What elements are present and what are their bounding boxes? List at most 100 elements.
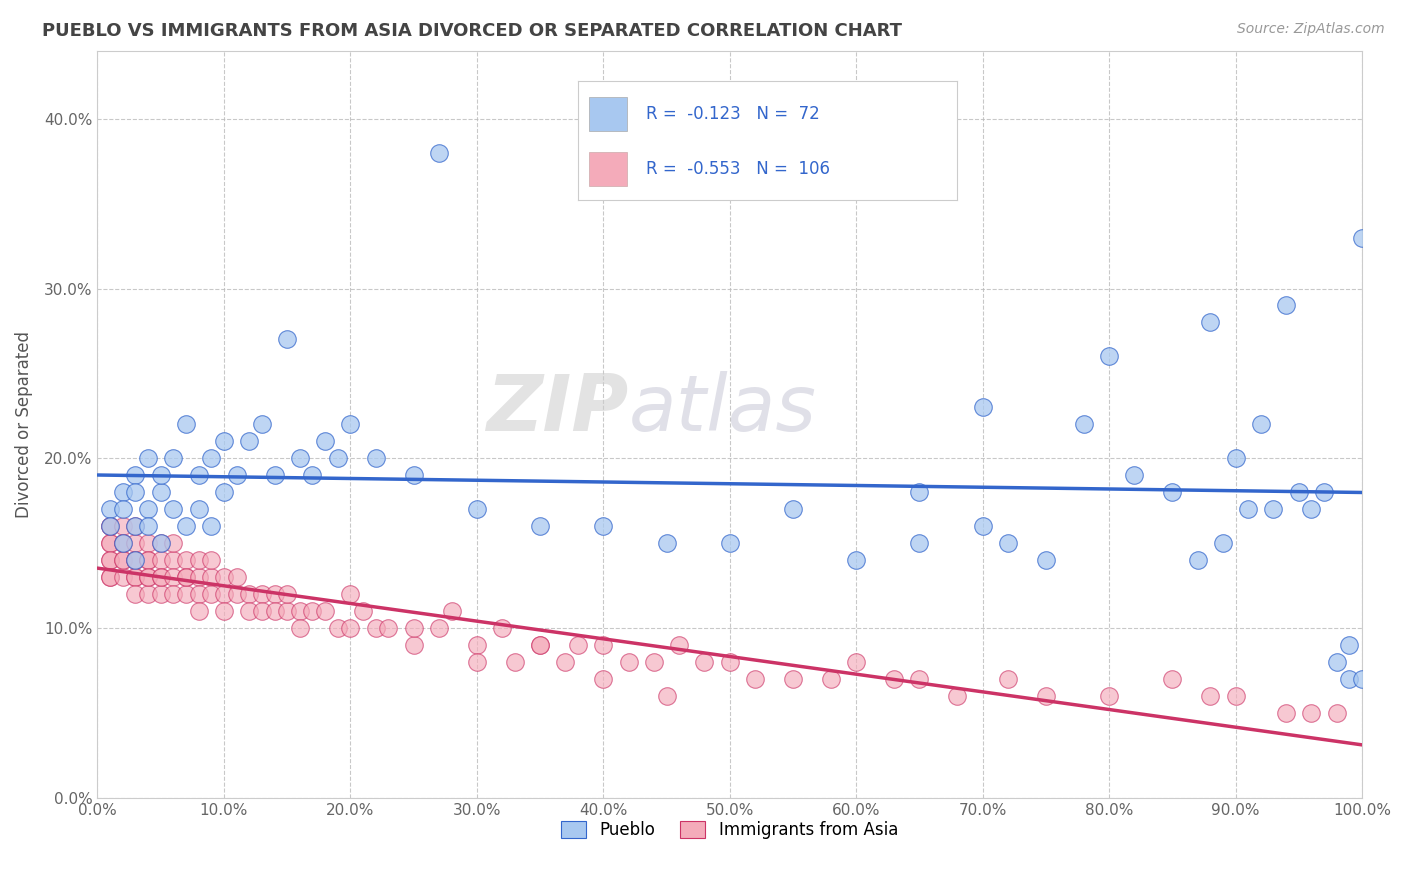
Point xyxy=(124,570,146,584)
Point xyxy=(655,690,678,704)
Point xyxy=(326,621,349,635)
Point xyxy=(491,621,513,635)
Point xyxy=(149,553,172,567)
Point xyxy=(567,638,589,652)
Point xyxy=(1339,672,1361,686)
Point xyxy=(111,536,134,550)
Point xyxy=(1313,485,1336,500)
Point xyxy=(339,587,361,601)
Point xyxy=(149,536,172,550)
Point xyxy=(124,553,146,567)
Point xyxy=(1187,553,1209,567)
Point xyxy=(225,570,247,584)
Point xyxy=(908,672,931,686)
Point xyxy=(529,519,551,533)
Point xyxy=(1288,485,1310,500)
Point xyxy=(883,672,905,686)
Point xyxy=(200,451,222,466)
Point xyxy=(212,434,235,449)
Point xyxy=(187,604,209,618)
Point xyxy=(1098,690,1121,704)
Point xyxy=(1237,502,1260,516)
Point xyxy=(136,536,159,550)
Point xyxy=(111,502,134,516)
Point xyxy=(98,536,121,550)
Point xyxy=(187,587,209,601)
Point xyxy=(1301,502,1323,516)
Point xyxy=(1339,638,1361,652)
Point xyxy=(111,570,134,584)
Point xyxy=(98,553,121,567)
Point xyxy=(592,519,614,533)
Point xyxy=(98,502,121,516)
Point xyxy=(136,553,159,567)
Point xyxy=(225,587,247,601)
Point xyxy=(1225,690,1247,704)
Point xyxy=(111,519,134,533)
Point xyxy=(98,553,121,567)
Point xyxy=(98,570,121,584)
Point xyxy=(263,604,285,618)
Point xyxy=(263,468,285,483)
Point xyxy=(314,434,336,449)
Point xyxy=(136,587,159,601)
Point xyxy=(124,587,146,601)
Point xyxy=(908,536,931,550)
Point xyxy=(250,604,273,618)
Point xyxy=(1326,706,1348,721)
Point xyxy=(162,451,184,466)
Point xyxy=(402,621,425,635)
Point xyxy=(427,145,450,160)
Point xyxy=(744,672,766,686)
Point xyxy=(718,655,741,669)
Point xyxy=(187,570,209,584)
Point xyxy=(212,604,235,618)
Point xyxy=(124,553,146,567)
Point xyxy=(1035,690,1057,704)
Point xyxy=(1123,468,1146,483)
Y-axis label: Divorced or Separated: Divorced or Separated xyxy=(15,331,32,518)
Point xyxy=(503,655,526,669)
Point xyxy=(946,690,969,704)
Point xyxy=(655,536,678,550)
Point xyxy=(200,519,222,533)
Point xyxy=(187,502,209,516)
Point xyxy=(187,553,209,567)
Point xyxy=(200,587,222,601)
Point xyxy=(187,468,209,483)
Point xyxy=(149,468,172,483)
Point xyxy=(377,621,399,635)
Point xyxy=(124,570,146,584)
Point xyxy=(250,417,273,432)
Point xyxy=(174,570,197,584)
Text: Source: ZipAtlas.com: Source: ZipAtlas.com xyxy=(1237,22,1385,37)
Point xyxy=(162,502,184,516)
Point xyxy=(972,401,994,415)
Point xyxy=(98,519,121,533)
Point xyxy=(718,536,741,550)
Point xyxy=(200,570,222,584)
Point xyxy=(111,536,134,550)
Point xyxy=(1275,706,1298,721)
Point xyxy=(1301,706,1323,721)
Point xyxy=(124,468,146,483)
Point xyxy=(149,570,172,584)
Point xyxy=(174,519,197,533)
Point xyxy=(98,519,121,533)
Point xyxy=(465,638,488,652)
Point xyxy=(98,519,121,533)
Point xyxy=(250,587,273,601)
Point xyxy=(529,638,551,652)
Point xyxy=(1275,298,1298,312)
Point xyxy=(124,519,146,533)
Point xyxy=(149,485,172,500)
Point xyxy=(149,570,172,584)
Point xyxy=(314,604,336,618)
Point xyxy=(693,655,716,669)
Point xyxy=(1225,451,1247,466)
Point xyxy=(238,587,260,601)
Point xyxy=(301,468,323,483)
Point xyxy=(136,502,159,516)
Point xyxy=(820,672,842,686)
Point xyxy=(174,587,197,601)
